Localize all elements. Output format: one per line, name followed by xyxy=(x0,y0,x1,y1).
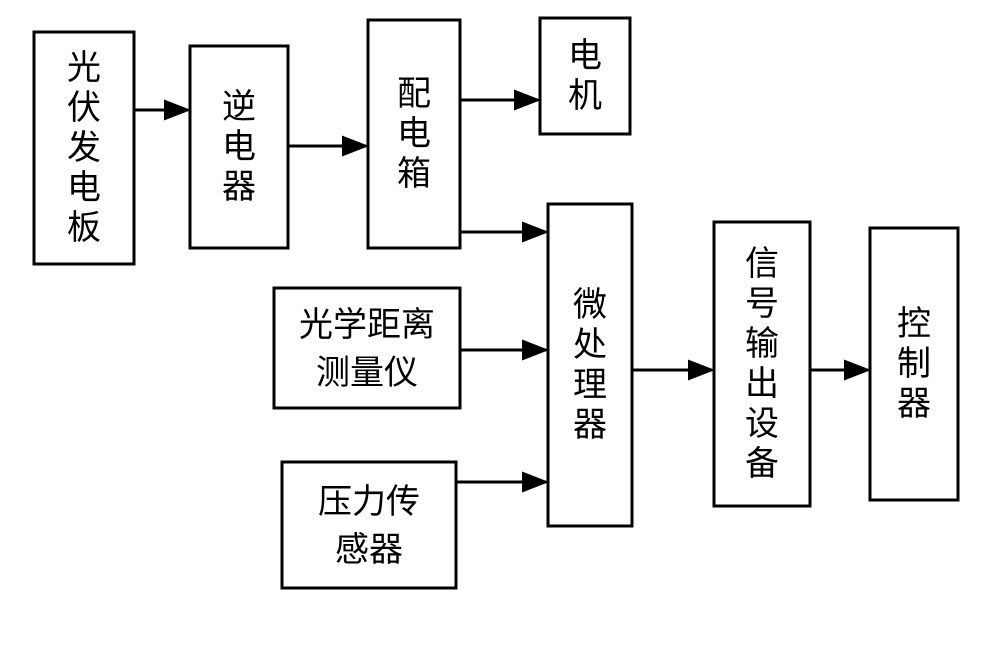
label-controller: 控制器 xyxy=(897,305,931,423)
box-pv_panel: 光伏发电板 xyxy=(34,32,134,264)
label-dist_box: 配电箱 xyxy=(397,76,431,193)
label-motor: 电机 xyxy=(568,37,602,115)
label-pressure: 压力传感器 xyxy=(318,483,420,569)
label-mcu: 微处理器 xyxy=(573,286,607,444)
box-sig_out: 信号输出设备 xyxy=(714,222,810,506)
block-diagram: 光伏发电板 逆电器 配电箱 电机光学距离测量仪压力传感器 微处理器 信号输出设备 控制器 xyxy=(0,0,1000,658)
box-optical: 光学距离测量仪 xyxy=(274,288,460,408)
box-controller: 控制器 xyxy=(870,228,958,500)
box-pressure: 压力传感器 xyxy=(282,462,456,588)
box-motor: 电机 xyxy=(540,18,630,134)
box-dist_box: 配电箱 xyxy=(368,20,460,248)
box-mcu: 微处理器 xyxy=(548,204,632,526)
label-sig_out: 信号输出设备 xyxy=(745,245,779,483)
label-optical: 光学距离测量仪 xyxy=(299,306,435,392)
label-pv_panel: 光伏发电板 xyxy=(67,49,101,247)
box-inverter: 逆电器 xyxy=(190,46,288,248)
label-inverter: 逆电器 xyxy=(222,88,256,206)
